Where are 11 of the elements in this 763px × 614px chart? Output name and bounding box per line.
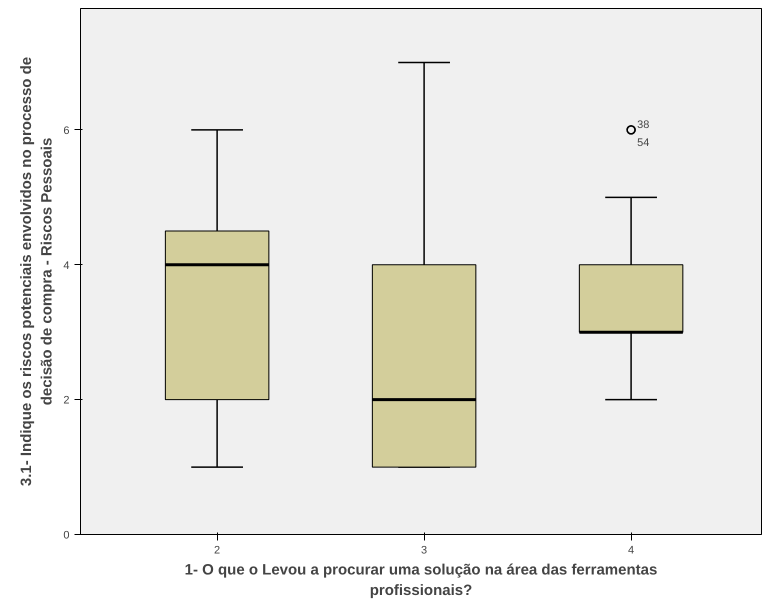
y-axis-title: 3.1- Indique os riscos potenciais envolvidos no processo de decisão de compra - Riscos Pessoais — [18, 56, 56, 486]
y-tick-label: 0 — [63, 530, 70, 542]
x-tick-label: 4 — [628, 544, 634, 556]
annotation: 54 — [637, 136, 650, 149]
y-tick-label: 6 — [63, 124, 70, 137]
x-axis-title: 1- O que o Levou a procurar uma solução na área das ferramentas profissionais? — [184, 562, 658, 599]
y-tick-label: 4 — [63, 260, 70, 272]
x-tick-label: 3 — [421, 544, 428, 556]
x-tick-label: 2 — [214, 544, 220, 556]
annotation: 38 — [637, 118, 650, 131]
y-tick-label: 2 — [63, 394, 70, 407]
